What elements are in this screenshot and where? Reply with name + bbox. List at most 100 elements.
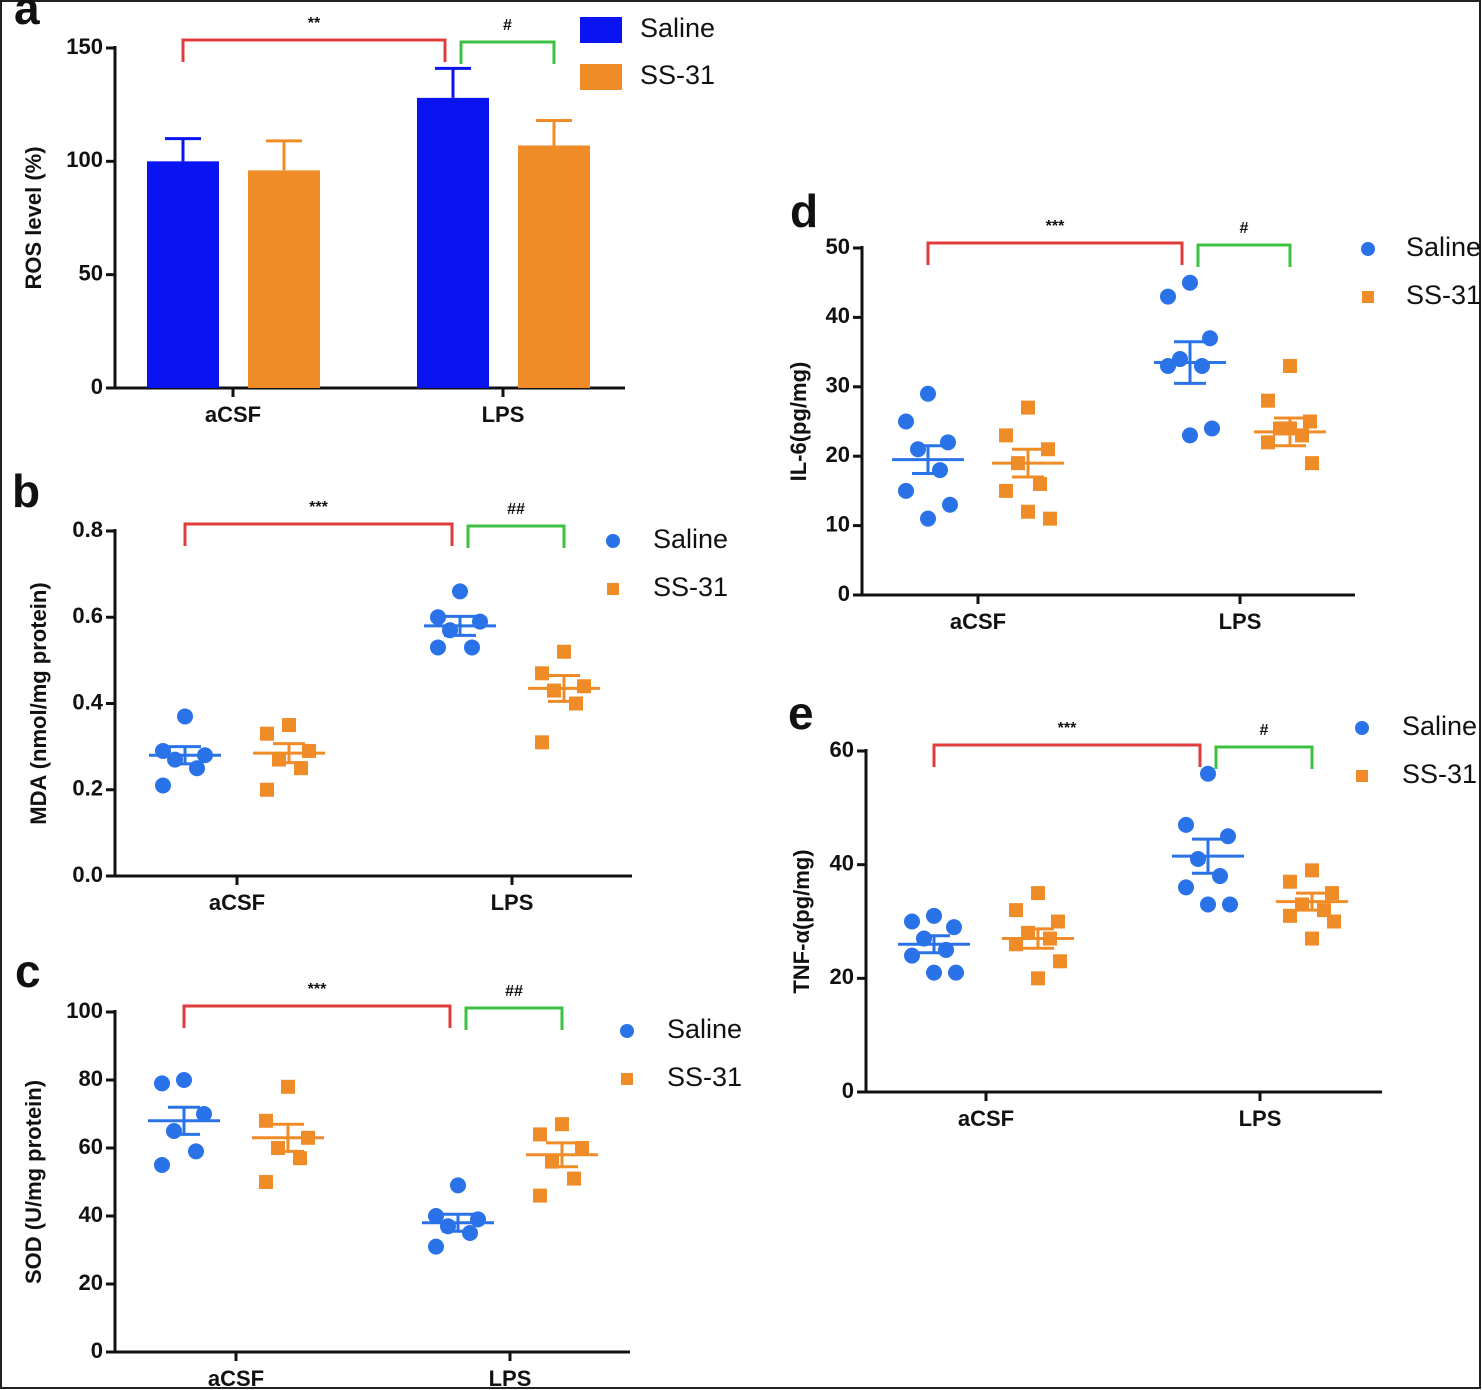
data-point (188, 1143, 204, 1160)
significance-label: # (1260, 722, 1269, 739)
data-point (430, 639, 446, 656)
bar (417, 97, 489, 388)
bar (147, 161, 219, 388)
data-point (1283, 358, 1297, 373)
data-point (1305, 456, 1319, 471)
significance-bracket (932, 743, 1202, 767)
data-point (260, 726, 274, 741)
y-axis-label: ROS level (%) (21, 146, 46, 289)
significance-label: *** (1046, 218, 1065, 235)
y-axis-label: IL-6(pg/mg) (786, 362, 811, 482)
data-point (533, 1188, 547, 1203)
data-point (1283, 874, 1297, 889)
data-point (926, 964, 942, 981)
y-tick-label: 20 (826, 442, 850, 467)
data-point (430, 609, 446, 626)
data-point (1178, 816, 1194, 833)
y-tick-label: 0 (842, 1078, 854, 1103)
legend-marker (620, 1024, 634, 1038)
legend-label: Saline (1406, 232, 1481, 262)
y-tick-label: 150 (66, 34, 103, 59)
data-point (1053, 954, 1067, 969)
data-point (294, 761, 308, 776)
panel-label: a (14, 0, 40, 34)
data-point (464, 639, 480, 656)
legend-label: Saline (667, 1014, 742, 1044)
significance-bracket (466, 524, 566, 548)
y-tick-label: 20 (79, 1270, 103, 1295)
bar (518, 145, 590, 388)
y-tick-label: 100 (66, 998, 103, 1023)
y-tick-label: 20 (830, 964, 854, 989)
data-point (904, 947, 920, 964)
y-tick-label: 30 (826, 373, 850, 398)
data-point (567, 1171, 581, 1186)
data-point (428, 1238, 444, 1255)
data-point (154, 1075, 170, 1092)
significance-label: ## (505, 983, 523, 1000)
data-point (1222, 896, 1238, 913)
y-axis-label: MDA (nmol/mg protein) (26, 582, 51, 824)
y-tick-label: 50 (79, 260, 103, 285)
data-point (428, 1208, 444, 1224)
data-point (1305, 863, 1319, 878)
x-tick-label: aCSF (205, 402, 261, 427)
significance-bracket (181, 38, 447, 62)
significance-label: *** (309, 499, 328, 516)
data-point (1041, 442, 1055, 457)
legend-label: SS-31 (640, 60, 715, 90)
y-tick-label: 40 (79, 1202, 103, 1227)
y-tick-label: 80 (79, 1066, 103, 1091)
y-tick-label: 0 (91, 1338, 103, 1363)
data-point (1212, 868, 1228, 885)
data-point (910, 441, 926, 458)
data-point (904, 913, 920, 930)
data-point (1261, 393, 1275, 408)
significance-label: *** (1058, 720, 1077, 737)
x-tick-label: LPS (482, 402, 525, 427)
significance-bracket (926, 241, 1184, 265)
data-point (281, 1079, 295, 1094)
panel-label: e (788, 687, 814, 739)
data-point (898, 482, 914, 499)
x-tick-label: aCSF (950, 609, 1006, 634)
significance-label: ** (308, 15, 321, 32)
data-point (196, 1106, 212, 1122)
data-point (1202, 330, 1218, 347)
legend-label: Saline (640, 13, 715, 43)
data-point (1305, 931, 1319, 946)
significance-bracket (183, 522, 454, 546)
significance-bracket (182, 1004, 452, 1028)
data-point (577, 679, 591, 694)
legend-marker (1356, 770, 1368, 782)
legend-marker (621, 1073, 633, 1085)
data-point (282, 718, 296, 733)
data-point (1190, 850, 1206, 867)
data-point (898, 413, 914, 430)
x-tick-label: aCSF (958, 1106, 1014, 1131)
y-tick-label: 0.8 (72, 517, 103, 542)
x-tick-label: aCSF (208, 1366, 264, 1390)
data-point (1160, 357, 1176, 374)
panel-label: d (790, 185, 818, 237)
panel-label: c (15, 945, 41, 997)
legend-label: SS-31 (1402, 759, 1477, 789)
data-point (1021, 504, 1035, 519)
data-point (1182, 274, 1198, 291)
data-point (1194, 357, 1210, 374)
y-tick-label: 10 (826, 511, 850, 536)
y-tick-label: 40 (830, 850, 854, 875)
data-point (920, 510, 936, 527)
data-point (575, 1141, 589, 1155)
data-point (462, 1225, 478, 1241)
data-point (166, 1123, 182, 1139)
y-tick-label: 0.0 (72, 862, 103, 887)
legend-marker (606, 534, 620, 548)
data-point (555, 1117, 569, 1132)
data-point (259, 1175, 273, 1189)
bar (248, 170, 320, 388)
data-point (1200, 765, 1216, 782)
significance-bracket (1214, 745, 1314, 769)
